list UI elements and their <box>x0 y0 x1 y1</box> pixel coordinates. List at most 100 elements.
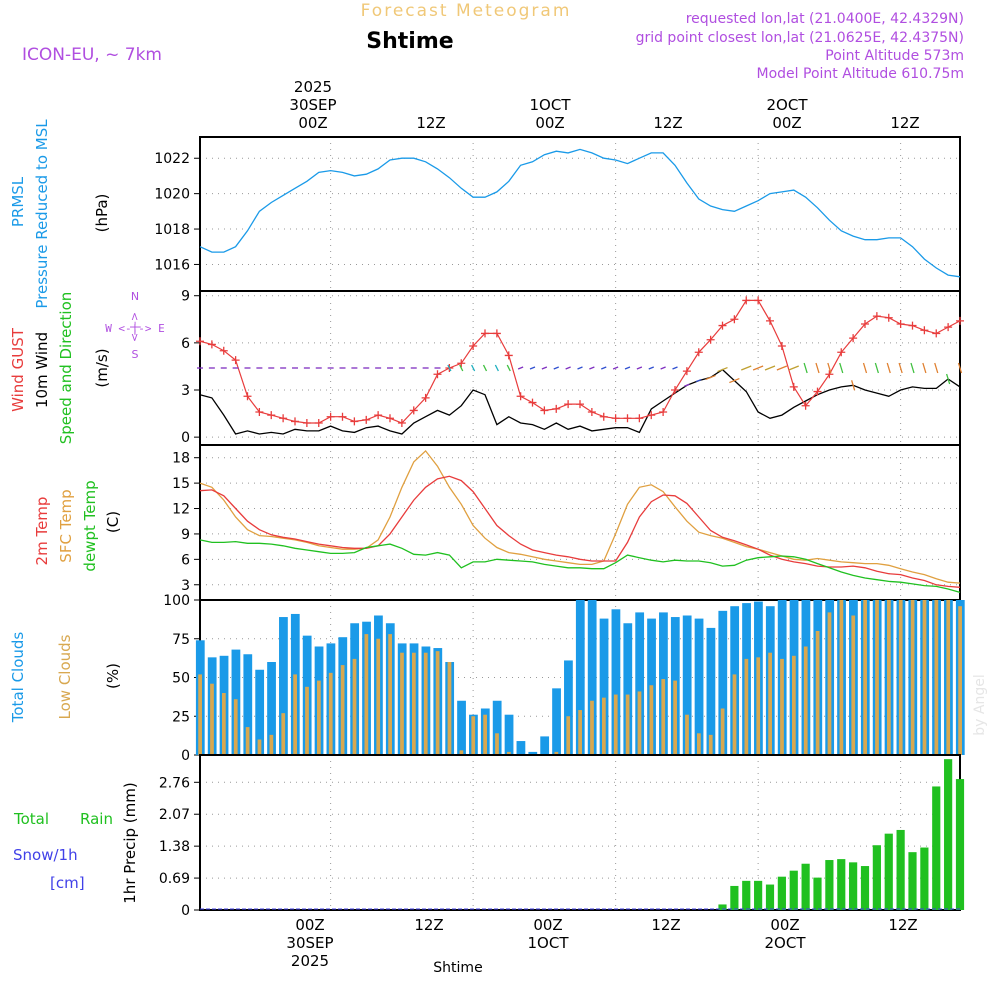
gust-marker <box>766 316 774 325</box>
precip-panel: 0 0.69 1.38 2.07 2.76 <box>159 754 965 919</box>
bottom-label-3: 12Z <box>651 916 680 934</box>
clouds-panel: 0 25 50 75 100 <box>163 593 965 764</box>
pressure-frame <box>199 136 961 292</box>
gust-marker <box>730 315 739 324</box>
precip-tick-label: 2.76 <box>159 775 190 791</box>
wind-arrow <box>815 362 820 374</box>
total-cloud-bar <box>611 609 621 755</box>
wind-arrow <box>482 364 488 372</box>
gust-marker <box>469 342 478 350</box>
wind-arrow <box>957 362 963 374</box>
gust-marker <box>801 401 810 410</box>
low-cloud-bar <box>601 697 606 755</box>
gust-marker <box>243 392 252 401</box>
total-cloud-bar <box>587 600 597 755</box>
gust-label: Wind GUST <box>9 327 27 412</box>
gust-marker <box>386 414 394 423</box>
gust-marker <box>552 404 561 413</box>
wind-arrow <box>851 380 856 391</box>
low-cloud-bar <box>305 686 309 755</box>
precip-tick-label: 1.38 <box>159 839 190 855</box>
low-cloud-bar <box>720 708 725 755</box>
low-cloud-bar <box>922 600 927 755</box>
gust-marker <box>884 313 893 322</box>
pressure-labels: PRMSL Pressure Reduced to MSL (hPa) <box>9 119 111 309</box>
low-cloud-bar <box>649 685 654 755</box>
wind-unit: (m/s) <box>93 348 111 387</box>
low-cloud-bar <box>744 658 749 755</box>
rain-bar <box>849 862 858 910</box>
low-cloud-bar <box>613 694 618 755</box>
gust-marker <box>861 320 869 328</box>
pressure-unit: (hPa) <box>93 194 111 233</box>
rain-bar <box>825 860 834 910</box>
gust-marker <box>564 400 573 409</box>
gust-marker <box>694 348 703 357</box>
low-cloud-bar <box>400 652 404 755</box>
rain-bar <box>813 877 822 910</box>
wind-arrow <box>752 365 764 371</box>
bottom-label-5: 12Z <box>888 916 917 934</box>
rain-bar <box>742 880 751 910</box>
rain-bar <box>754 880 763 910</box>
rain-bar <box>884 833 893 910</box>
wind-arrow <box>494 364 499 372</box>
wind-arrow <box>776 365 788 371</box>
wind-arrow <box>803 362 808 374</box>
compass-vertical-arrow: <-|-> <box>128 312 141 342</box>
gust-marker <box>302 419 311 427</box>
low-cloud-bar <box>352 658 357 755</box>
wind-arrow <box>729 377 740 384</box>
temp-tick-label: 3 <box>181 578 190 594</box>
low-cloud-bar <box>566 716 571 755</box>
clouds-tick-label: 50 <box>172 671 190 687</box>
low-cloud-bar <box>756 657 761 755</box>
gust-marker <box>944 323 953 332</box>
total-cloud-bar <box>528 751 538 755</box>
low-cloud-bar <box>625 694 630 755</box>
low-cloud-bar <box>340 665 345 755</box>
gust-marker <box>813 387 822 396</box>
total-cloud-bar <box>279 617 288 755</box>
credit-watermark: by Angel <box>972 674 988 735</box>
wind-direction-label: Speed and Direction <box>57 292 75 445</box>
rain-bar <box>837 859 846 910</box>
total-clouds-label: Total Clouds <box>9 632 27 724</box>
rain-bar <box>777 876 786 910</box>
wind-arrow <box>717 366 728 373</box>
low-cloud-bar <box>934 600 939 755</box>
rain-bar <box>789 870 798 910</box>
wind-arrow <box>612 366 619 370</box>
gust-marker <box>932 329 941 338</box>
gust-marker <box>920 326 929 335</box>
gust-marker <box>706 335 715 344</box>
bottom-label-1: 12Z <box>414 916 443 934</box>
low-cloud-bar <box>210 683 214 755</box>
total-cloud-bar <box>243 654 253 755</box>
temp-panel: 3 6 9 12 15 18 <box>172 444 961 601</box>
wind-speed-series <box>199 368 961 435</box>
gust-marker <box>504 351 513 360</box>
wind-arrow <box>696 378 702 383</box>
gust-marker <box>255 408 264 416</box>
total-cloud-bar <box>552 688 561 755</box>
wind-arrow <box>764 365 776 371</box>
footer-location: Shtime <box>433 960 482 976</box>
gust-marker <box>742 296 751 305</box>
temp-tick-label: 6 <box>181 552 190 568</box>
rain-bar <box>765 884 775 910</box>
precip-unit: 1hr Precip (mm) <box>121 782 139 903</box>
wind-arrow <box>447 364 452 372</box>
gridpoint-coords: grid point closest lon,lat (21.0625E, 42… <box>636 30 964 46</box>
total-cloud-bar <box>516 741 526 755</box>
gust-marker <box>374 411 383 420</box>
low-cloud-bar <box>376 638 381 755</box>
wind-arrow <box>577 366 583 370</box>
bottom-label-hour: 00Z <box>533 916 562 934</box>
gust-marker <box>671 386 679 394</box>
gust-marker <box>896 320 905 328</box>
wind-tick-label: 3 <box>181 383 190 399</box>
